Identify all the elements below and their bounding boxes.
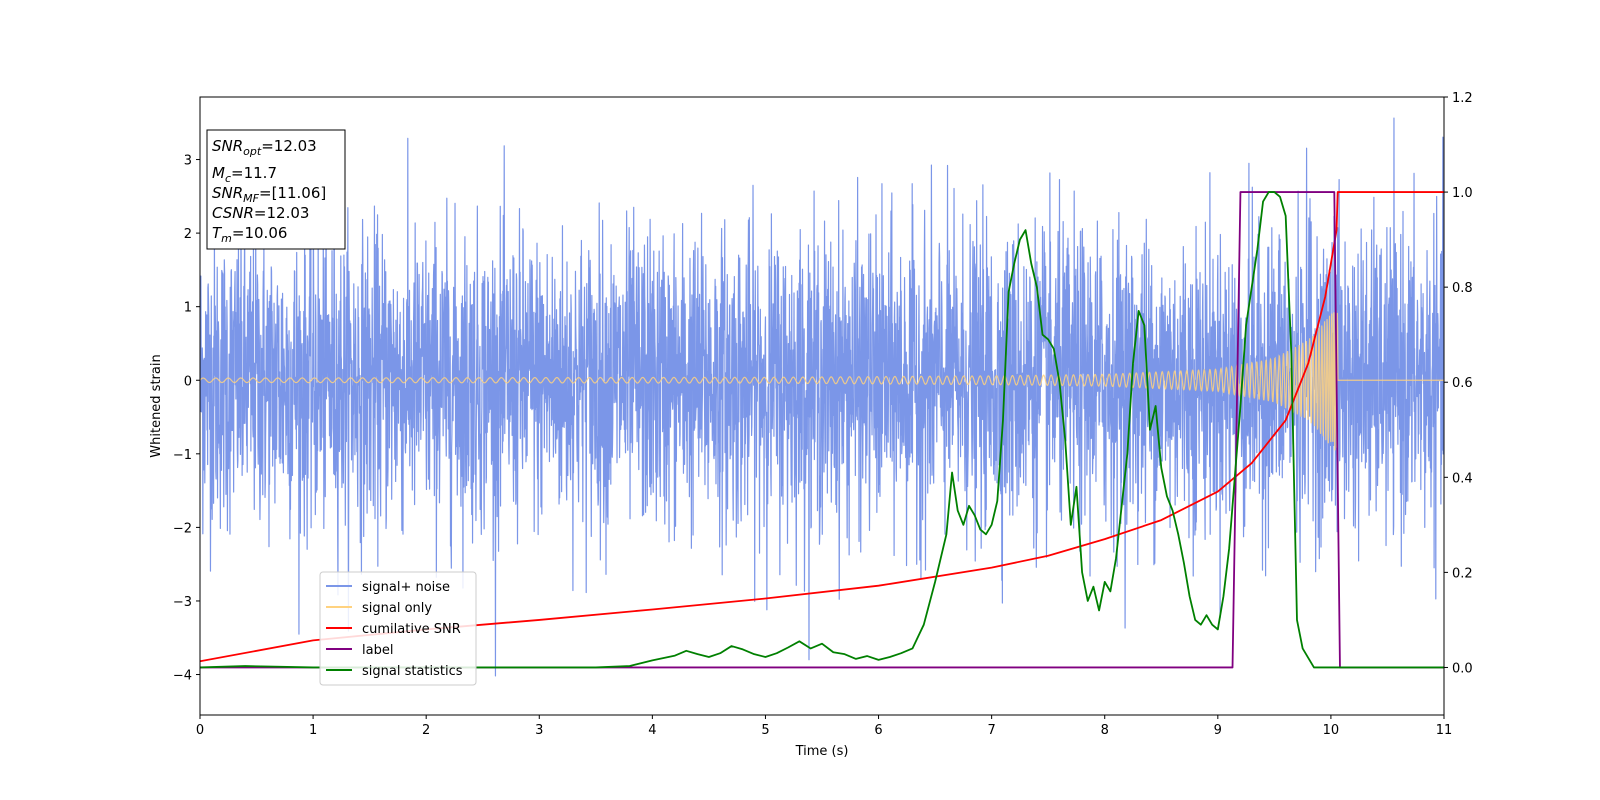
series-cumilative-snr xyxy=(200,191,1444,663)
x-tick-label: 4 xyxy=(648,723,656,738)
info-tm: Tm=10.06 xyxy=(212,224,287,245)
x-tick-label: 11 xyxy=(1436,723,1453,738)
legend-label: signal only xyxy=(362,601,432,616)
y-tick-label: 2 xyxy=(184,227,192,242)
x-tick-label: 1 xyxy=(309,723,317,738)
y2-tick-label: 0.4 xyxy=(1452,471,1473,486)
y-tick-label: −1 xyxy=(173,448,192,463)
legend-label: signal statistics xyxy=(362,664,463,679)
legend-label: label xyxy=(362,643,393,658)
y2-tick-label: 1.2 xyxy=(1452,91,1473,106)
y-tick-label: 0 xyxy=(184,374,192,389)
y2-tick-label: 0.8 xyxy=(1452,281,1473,296)
y-axis-left: −4 −3 −2 −1 0 1 2 3 xyxy=(173,154,200,684)
y-tick-label: 1 xyxy=(184,301,192,316)
plot-frame xyxy=(199,96,1445,716)
legend-frame xyxy=(319,571,477,686)
y-tick-label: −3 xyxy=(173,595,192,610)
y2-tick-label: 1.0 xyxy=(1452,186,1473,201)
info-box: SNRopt=12.03 Mc=11.7 SNRMF=[11.06] CSNR=… xyxy=(206,129,346,250)
y-tick-label: −4 xyxy=(173,669,192,684)
y2-tick-label: 0.0 xyxy=(1452,661,1473,676)
legend: signal+ noise signal only cumilative SNR la… xyxy=(319,571,477,686)
y-tick-label: −2 xyxy=(173,521,192,536)
y-axis-title: Whitened strain xyxy=(149,354,164,457)
legend-label: cumilative SNR xyxy=(362,622,461,637)
series-signal-statistics xyxy=(200,191,1444,669)
x-tick-label: 8 xyxy=(1101,723,1109,738)
x-tick-label: 2 xyxy=(422,723,430,738)
y-axis-right: 0.0 0.2 0.4 0.6 0.8 1.0 1.2 xyxy=(1444,91,1473,676)
x-tick-label: 0 xyxy=(196,723,204,738)
x-tick-label: 7 xyxy=(987,723,995,738)
x-tick-label: 3 xyxy=(535,723,543,738)
y-tick-label: 3 xyxy=(184,154,192,169)
x-tick-label: 10 xyxy=(1323,723,1340,738)
y2-tick-label: 0.2 xyxy=(1452,566,1473,581)
info-mc: Mc=11.7 xyxy=(212,164,277,185)
x-axis: 0 1 2 3 4 5 6 7 8 9 10 11 xyxy=(196,715,1452,738)
x-tick-label: 5 xyxy=(761,723,769,738)
plot-area xyxy=(200,117,1444,677)
info-snr-opt: SNRopt=12.03 xyxy=(212,137,317,158)
x-tick-label: 6 xyxy=(874,723,882,738)
x-axis-title: Time (s) xyxy=(795,744,849,759)
x-tick-label: 9 xyxy=(1214,723,1222,738)
series-signal-noise xyxy=(200,117,1444,677)
y2-tick-label: 0.6 xyxy=(1452,376,1473,391)
legend-label: signal+ noise xyxy=(362,580,450,595)
info-csnr: CSNR=12.03 xyxy=(212,204,309,222)
info-snr-mf: SNRMF=[11.06] xyxy=(212,184,326,205)
